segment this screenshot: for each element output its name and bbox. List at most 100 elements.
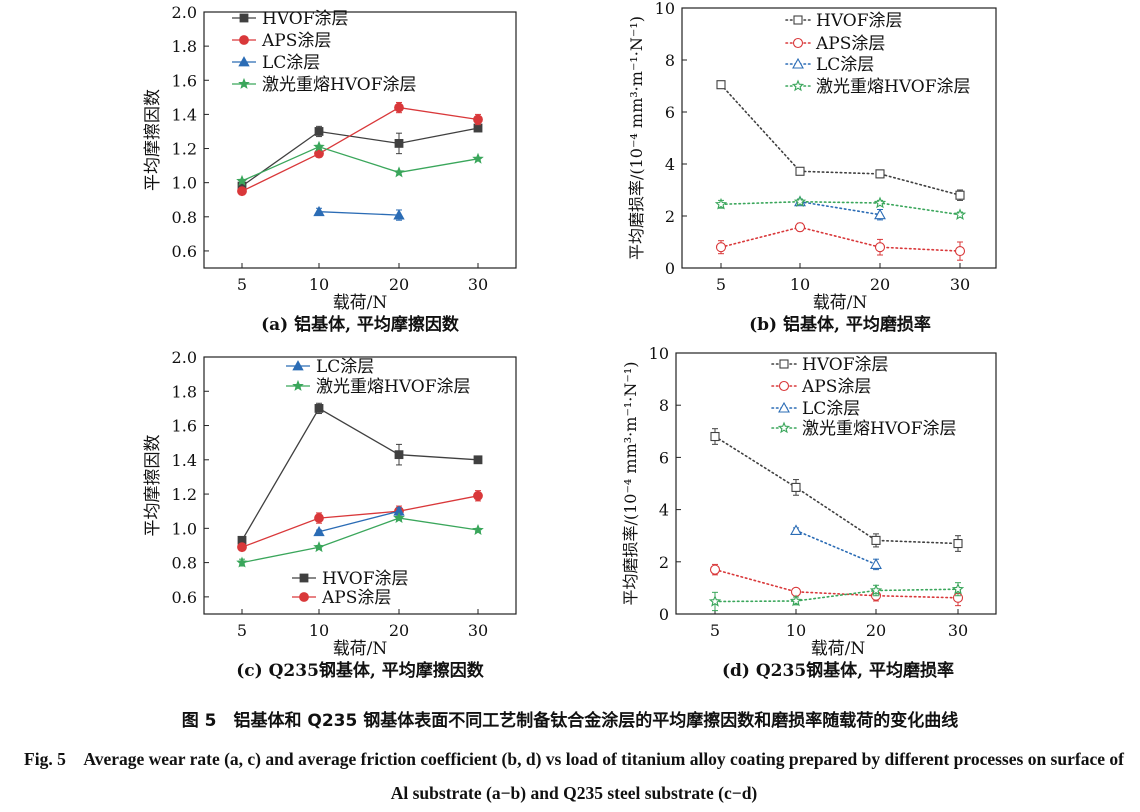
data-point	[313, 140, 325, 152]
x-tick-label: 10	[309, 275, 329, 294]
y-axis-label: 平均摩擦因数	[143, 435, 163, 537]
data-point	[314, 127, 324, 136]
y-tick-label: 2	[665, 207, 675, 226]
x-tick-label: 30	[948, 621, 968, 640]
legend-label: APS涂层	[321, 588, 391, 608]
legend-marker	[778, 380, 790, 392]
data-point	[954, 246, 966, 257]
series-line	[720, 200, 961, 216]
legend-marker	[239, 13, 249, 23]
data-point	[394, 102, 404, 113]
plot-frame	[203, 11, 517, 269]
legend-marker	[792, 37, 804, 49]
data-point	[393, 209, 405, 220]
series-aps	[237, 101, 483, 197]
panel-caption: (b) 铝基体, 平均磨损率	[749, 314, 931, 335]
series-line	[714, 588, 959, 603]
y-tick-label: 10	[649, 344, 669, 363]
data-point	[472, 523, 484, 535]
legend-label: 激光重熔HVOF涂层	[816, 77, 971, 97]
plot-frame	[681, 7, 997, 269]
legend-label: 激光重熔HVOF涂层	[802, 419, 957, 439]
y-tick-label: 10	[655, 0, 675, 18]
data-point	[314, 513, 324, 523]
legend-marker	[292, 379, 304, 391]
data-point	[313, 525, 325, 537]
data-point	[791, 482, 801, 492]
series-line	[241, 127, 479, 187]
y-tick-label: 1.4	[172, 451, 197, 470]
legend-item-lc: LC涂层	[771, 399, 860, 419]
y-tick-label: 1.0	[172, 174, 197, 193]
data-point	[875, 169, 885, 179]
data-point	[790, 524, 802, 536]
y-tick-label: 0	[659, 605, 669, 624]
y-tick-label: 1.6	[172, 71, 197, 90]
y-tick-label: 1.6	[172, 417, 197, 436]
legend-label: APS涂层	[801, 377, 871, 397]
y-tick-label: 2	[659, 553, 669, 572]
data-point	[793, 195, 807, 207]
legend-marker	[299, 573, 309, 583]
x-tick-label: 5	[237, 275, 247, 294]
x-tick-label: 10	[790, 275, 810, 294]
legend-label: HVOF涂层	[816, 11, 903, 31]
series-line	[241, 106, 479, 192]
data-point	[794, 222, 806, 233]
data-point	[953, 208, 967, 220]
series-line	[318, 211, 400, 216]
data-point	[236, 174, 248, 186]
series-aps	[709, 563, 964, 607]
series-hvof	[716, 80, 965, 201]
legend-label: 激光重熔HVOF涂层	[316, 377, 471, 397]
data-point	[789, 594, 803, 607]
data-point	[313, 205, 325, 217]
data-point	[394, 139, 404, 148]
plot-frame	[203, 356, 517, 615]
chart-b: 0 2 4 6 8 10 5 10 20 30 载荷/N 平均磨损率/(10⁻⁴ mm³·m⁻¹·N⁻…	[627, 0, 997, 335]
x-tick-label: 20	[870, 275, 890, 294]
y-tick-label: 4	[665, 155, 675, 174]
data-point	[708, 594, 722, 607]
legend-label: LC涂层	[316, 357, 374, 377]
series-line	[318, 510, 400, 533]
y-tick-label: 1.2	[172, 485, 197, 504]
x-tick-label: 5	[716, 275, 726, 294]
y-tick-label: 4	[659, 501, 669, 520]
x-tick-label: 30	[950, 275, 970, 294]
legend-item-hvof: HVOF涂层	[785, 11, 903, 31]
series-laser	[236, 511, 484, 568]
panel-caption: (c) Q235钢基体, 平均摩擦因数	[236, 660, 484, 681]
chart-a: 0.6 0.8 1.0 1.2 1.4 1.6 1.8 2.0 5 10 20 30 载荷/N 平均摩擦因…	[143, 3, 517, 335]
x-tick-label: 20	[866, 621, 886, 640]
series-lc	[790, 524, 882, 571]
panel-caption: (a) 铝基体, 平均摩擦因数	[261, 314, 460, 335]
legend-item-laser: 激光重熔HVOF涂层	[286, 377, 471, 397]
data-point	[393, 511, 405, 523]
data-point	[873, 196, 887, 209]
series-aps	[715, 222, 966, 261]
series-line	[241, 146, 479, 182]
x-axis-label: 载荷/N	[813, 293, 868, 313]
legend-item-laser: 激光重熔HVOF涂层	[785, 77, 971, 97]
plot-frame	[675, 352, 997, 615]
legend-marker	[299, 592, 309, 602]
x-tick-label: 10	[309, 621, 329, 640]
chart-d: 0 2 4 6 8 10 5 10 20 30 载荷/N 平均磨损率/(10⁻⁴ mm³·m⁻¹·N⁻…	[621, 344, 997, 681]
series-line	[714, 568, 959, 599]
data-point	[953, 538, 963, 549]
data-point	[715, 242, 727, 253]
series-line	[714, 435, 959, 545]
data-point	[869, 584, 883, 596]
data-point	[710, 431, 720, 442]
legend-marker	[791, 79, 805, 92]
legend-marker	[778, 401, 790, 413]
series-hvof	[710, 428, 963, 552]
legend-item-aps: APS涂层	[292, 588, 391, 608]
y-tick-label: 0.6	[172, 242, 197, 261]
y-tick-label: 1.2	[172, 140, 197, 159]
legend-item-hvof: HVOF涂层	[292, 569, 409, 589]
data-point	[236, 556, 248, 568]
y-axis-label: 平均摩擦因数	[143, 89, 163, 191]
y-tick-label: 1.8	[172, 382, 197, 401]
